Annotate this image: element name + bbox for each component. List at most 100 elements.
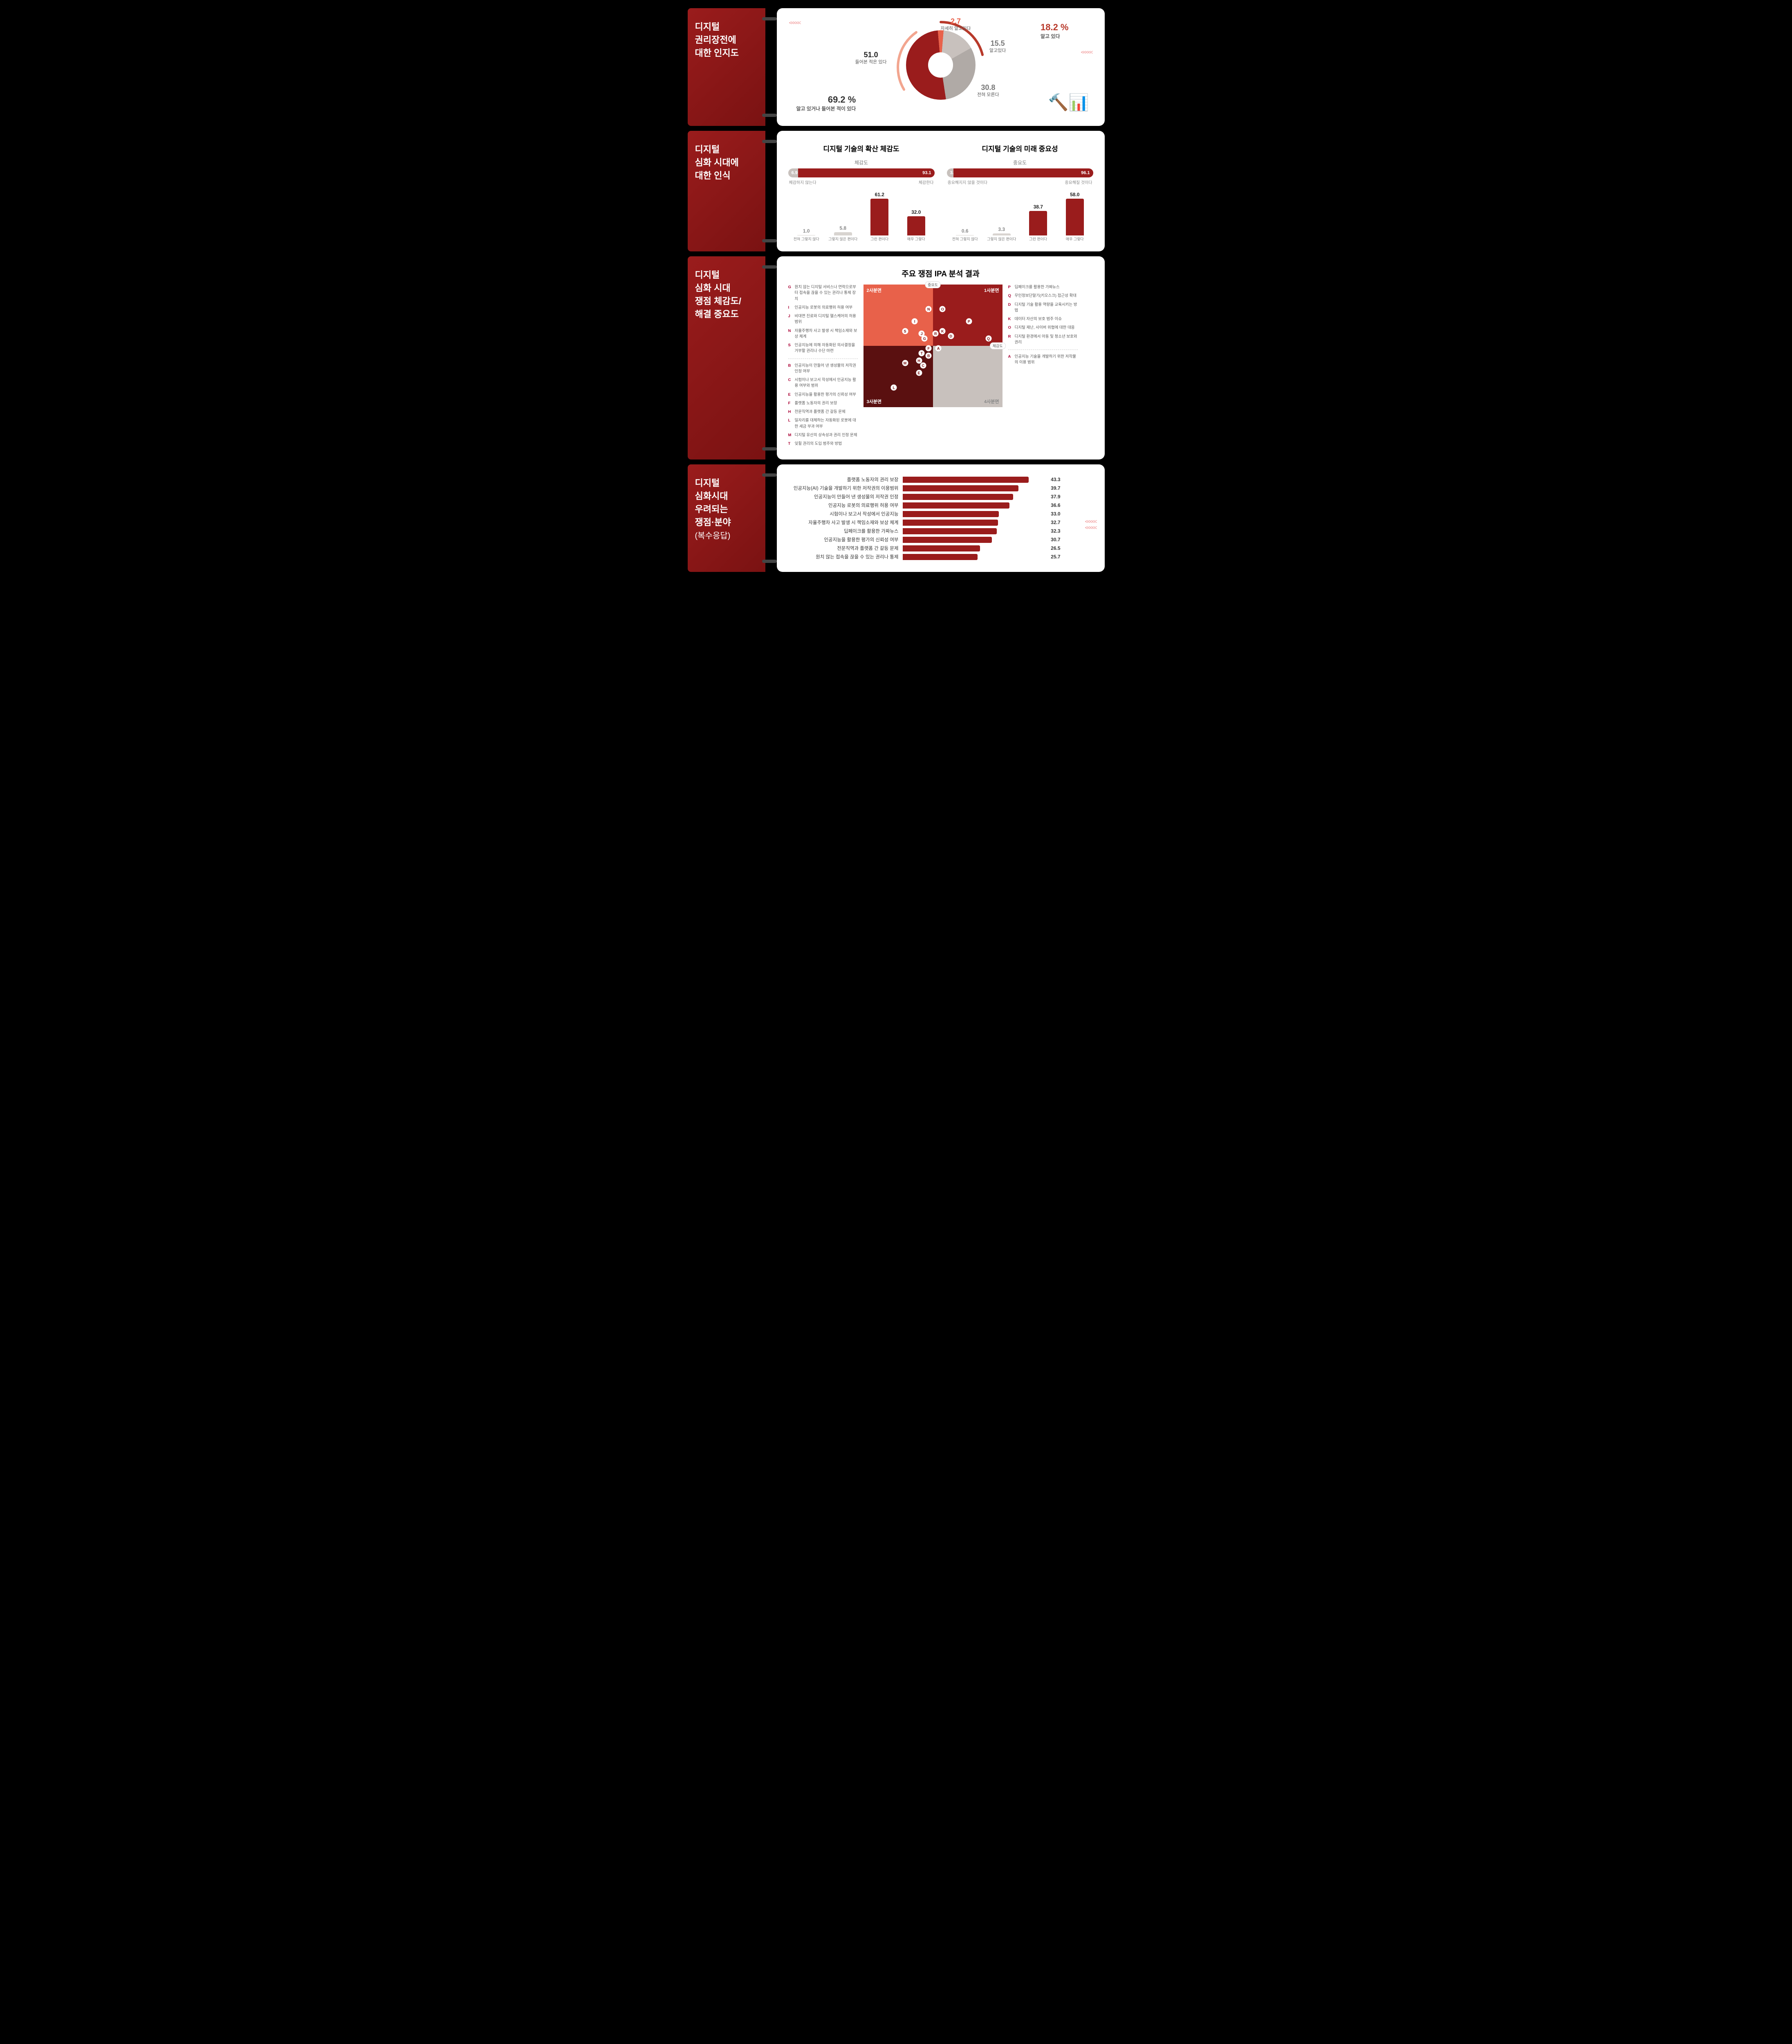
bar-item: 38.7 그런 편이다 xyxy=(1020,204,1056,242)
hbar-row: 인공지능을 활용한 평가의 신뢰성 여부 30.7 xyxy=(788,536,1061,543)
stacked-bar: 6.9 93.1 xyxy=(788,168,935,177)
quad-label: 2사분면 xyxy=(863,285,885,296)
hbar-row: 딥페이크를 활용한 가짜뉴스 32.3 xyxy=(788,528,1061,534)
hbar-row: 자율주행차 사고 발생 시 책임소재와 보상 체계 32.7 xyxy=(788,519,1061,526)
ipa-point: O xyxy=(940,306,946,312)
ipa-legend-right: P딥페이크를 활용한 가짜뉴스 Q무인정보단말기(키오스크) 접근성 확대 D디지털… xyxy=(1008,285,1078,450)
split-title: 디지털 기술의 미래 중요성 xyxy=(947,143,1093,153)
section1-card: <<<<< <<<<< 18.2 % 알고 있다 69.2 % 알고 있거나 들… xyxy=(777,8,1105,126)
bar-item: 3.3 그렇지 않은 편이다 xyxy=(984,226,1019,242)
hbar-label: 플랫폼 노동자의 권리 보장 xyxy=(788,476,903,483)
hbar-value: 39.7 xyxy=(1051,485,1060,491)
mini-bar-chart: 0.6 전혀 그렇지 않다 3.3 그렇지 않은 편이다 38.7 그런 편이다… xyxy=(947,193,1093,242)
binder xyxy=(765,256,777,459)
ipa-point: G xyxy=(922,336,928,342)
section3-title: 디지털 심화 시대 쟁점 체감도/ 해결 중요도 xyxy=(688,256,765,459)
ipa-point: M xyxy=(902,360,908,366)
ipa-point: C xyxy=(920,363,926,369)
concern-bars: 플랫폼 노동자의 권리 보장 43.3 인공지능(AI) 기술을 개발하기 위한… xyxy=(788,476,1093,560)
ipa-point: L xyxy=(891,385,897,391)
hbar-value: 33.0 xyxy=(1051,511,1060,517)
quad-label: 4사분면 xyxy=(981,396,1002,407)
legend-item: O디지털 재난, 사이버 위협에 대한 대응 xyxy=(1008,325,1078,331)
legend-item: J비대면 진료와 디지털 헬스케어의 허용 범위 xyxy=(788,314,858,325)
hbar-value: 25.7 xyxy=(1051,554,1060,560)
hbar-label: 딥페이크를 활용한 가짜뉴스 xyxy=(788,528,903,534)
ipa-title: 주요 쟁점 IPA 분석 결과 xyxy=(788,268,1093,279)
ipa-point: F xyxy=(926,345,932,352)
hbar-value: 26.5 xyxy=(1051,545,1060,551)
section4-title: 디지털 심화시대 우려되는 쟁점·분야 (복수응답) xyxy=(688,464,765,572)
axis-y-label: 중요도 xyxy=(925,281,941,288)
ipa-quadrant-chart: 2사분면 1사분면 3사분면 4사분면 중요도 체감도 NOISJGRKDPQF… xyxy=(863,285,1003,407)
ipa-point: N xyxy=(926,306,932,312)
ipa-point: E xyxy=(916,370,922,376)
bar-item: 0.6 전혀 그렇지 않다 xyxy=(947,228,982,242)
legend-item: F플랫폼 노동자의 권리 보장 xyxy=(788,401,858,406)
bar-item: 5.8 그렇지 않은 편이다 xyxy=(825,225,861,242)
hbar-value: 32.3 xyxy=(1051,528,1060,534)
ipa-legend-left: G원치 않는 디지털 서비스나 연락으로부터 접속을 끊을 수 있는 권리나 통… xyxy=(788,285,858,450)
spread-chart: 디지털 기술의 확산 체감도 체감도 6.9 93.1 체감하지 않는다체감한다… xyxy=(788,141,935,242)
section2-card: 디지털 기술의 확산 체감도 체감도 6.9 93.1 체감하지 않는다체감한다… xyxy=(777,131,1105,251)
hbar-label: 자율주행차 사고 발생 시 책임소재와 보상 체계 xyxy=(788,519,903,526)
binder xyxy=(765,8,777,126)
split-sub: 체감도 xyxy=(788,159,935,166)
ipa-point: A xyxy=(935,345,942,352)
split-sub: 중요도 xyxy=(947,159,1093,166)
ipa-point: Q xyxy=(985,336,991,342)
legend-item: G원치 않는 디지털 서비스나 연락으로부터 접속을 끊을 수 있는 권리나 통… xyxy=(788,285,858,302)
gavel-icon: 🔨📊 xyxy=(1048,93,1089,112)
ipa-point: I xyxy=(912,318,918,325)
ipa-point: D xyxy=(948,333,954,339)
infographic-page: 디지털 권리장전에 대한 인지도 <<<<< <<<<< 18.2 % 알고 있… xyxy=(688,8,1105,572)
ipa-point: T xyxy=(919,350,925,356)
legend-item: K데이터 자산의 보호 범주 이슈 xyxy=(1008,316,1078,322)
ipa-point: S xyxy=(902,328,908,334)
callout-left: 69.2 % 알고 있거나 들어본 적이 있다 xyxy=(796,94,856,112)
quad-label: 3사분면 xyxy=(863,396,885,407)
section-perception: 디지털 심화 시대에 대한 인식 디지털 기술의 확산 체감도 체감도 6.9 … xyxy=(688,131,1105,251)
legend-item: R디지털 환경에서 아동 및 청소년 보호와 권리 xyxy=(1008,334,1078,346)
legend-item: S인공지능에 의해 자동화된 의사결정을 거부할 권리나 수단 마련 xyxy=(788,343,858,354)
hbar-label: 인공지능을 활용한 평가의 신뢰성 여부 xyxy=(788,536,903,543)
hbar-label: 전문직역과 플랫폼 간 갈등 문제 xyxy=(788,545,903,551)
hbar-row: 인공지능이 만들어 낸 생성물의 저작권 인정 37.9 xyxy=(788,493,1061,500)
donut-slice-label: 15.5알고있다 xyxy=(989,39,1006,54)
hbar-row: 시험이나 보고서 작성에서 인공지능 33.0 xyxy=(788,511,1061,517)
hbar-label: 인공지능(AI) 기술을 개발하기 위한 저작권의 이용범위 xyxy=(788,485,903,491)
bar-item: 1.0 전혀 그렇지 않다 xyxy=(789,228,824,242)
legend-item: N자율주행차 사고 발생 시 책임소재와 보상 체계 xyxy=(788,328,858,340)
legend-item: B인공지능이 만들어 낸 생성물의 저작권 인정 여부 xyxy=(788,363,858,375)
binder xyxy=(765,131,777,251)
hbar-row: 플랫폼 노동자의 권리 보장 43.3 xyxy=(788,476,1061,483)
section3-card: 주요 쟁점 IPA 분석 결과 G원치 않는 디지털 서비스나 연락으로부터 접… xyxy=(777,256,1105,459)
legend-item: Q무인정보단말기(키오스크) 접근성 확대 xyxy=(1008,293,1078,299)
quad-label: 1사분면 xyxy=(981,285,1002,296)
importance-chart: 디지털 기술의 미래 중요성 중요도 3.9 96.1 중요해지지 않을 것이다… xyxy=(947,141,1093,242)
donut-slice-label: 30.8전혀 모른다 xyxy=(977,83,999,98)
hbar-label: 원치 않는 접속을 끊을 수 있는 권리나 통제 xyxy=(788,554,903,560)
donut-slice-label: 2.7자세히 알고있다 xyxy=(941,17,971,31)
bar-item: 58.0 매우 그렇다 xyxy=(1057,192,1092,242)
legend-item: D디지털 기술 활용 역량을 교육시키는 방법 xyxy=(1008,302,1078,314)
section-ipa: 디지털 심화 시대 쟁점 체감도/ 해결 중요도 주요 쟁점 IPA 분석 결과… xyxy=(688,256,1105,459)
hbar-row: 인공지능 로봇의 의료행위 허용 여부 36.6 xyxy=(788,502,1061,509)
legend-item: P딥페이크를 활용한 가짜뉴스 xyxy=(1008,285,1078,290)
axis-x-label: 체감도 xyxy=(990,343,1006,350)
mini-bar-chart: 1.0 전혀 그렇지 않다 5.8 그렇지 않은 편이다 61.2 그런 편이다… xyxy=(788,193,935,242)
split-title: 디지털 기술의 확산 체감도 xyxy=(788,143,935,153)
legend-item: H전문직역과 플랫폼 간 갈등 문제 xyxy=(788,409,858,415)
legend-item: A인공지능 기술을 개발하기 위한 저작물의 이용 범위 xyxy=(1008,354,1078,366)
donut-slice-label: 51.0들어본 적은 있다 xyxy=(855,51,887,65)
hbar-value: 43.3 xyxy=(1051,477,1060,482)
legend-item: I인공지능 로봇의 의료행위 허용 여부 xyxy=(788,305,858,311)
hbar-value: 30.7 xyxy=(1051,537,1060,542)
donut-chart: 18.2 % 알고 있다 69.2 % 알고 있거나 들어본 적이 있다 🔨📊 … xyxy=(788,18,1093,116)
section-awareness: 디지털 권리장전에 대한 인지도 <<<<< <<<<< 18.2 % 알고 있… xyxy=(688,8,1105,126)
binder xyxy=(765,464,777,572)
callout-right: 18.2 % 알고 있다 xyxy=(1041,22,1069,40)
hbar-label: 시험이나 보고서 작성에서 인공지능 xyxy=(788,511,903,517)
legend-item: T잊힐 권리의 도입 범주와 방법 xyxy=(788,441,858,447)
legend-item: E인공지능을 활용한 평가의 신뢰성 여부 xyxy=(788,392,858,398)
